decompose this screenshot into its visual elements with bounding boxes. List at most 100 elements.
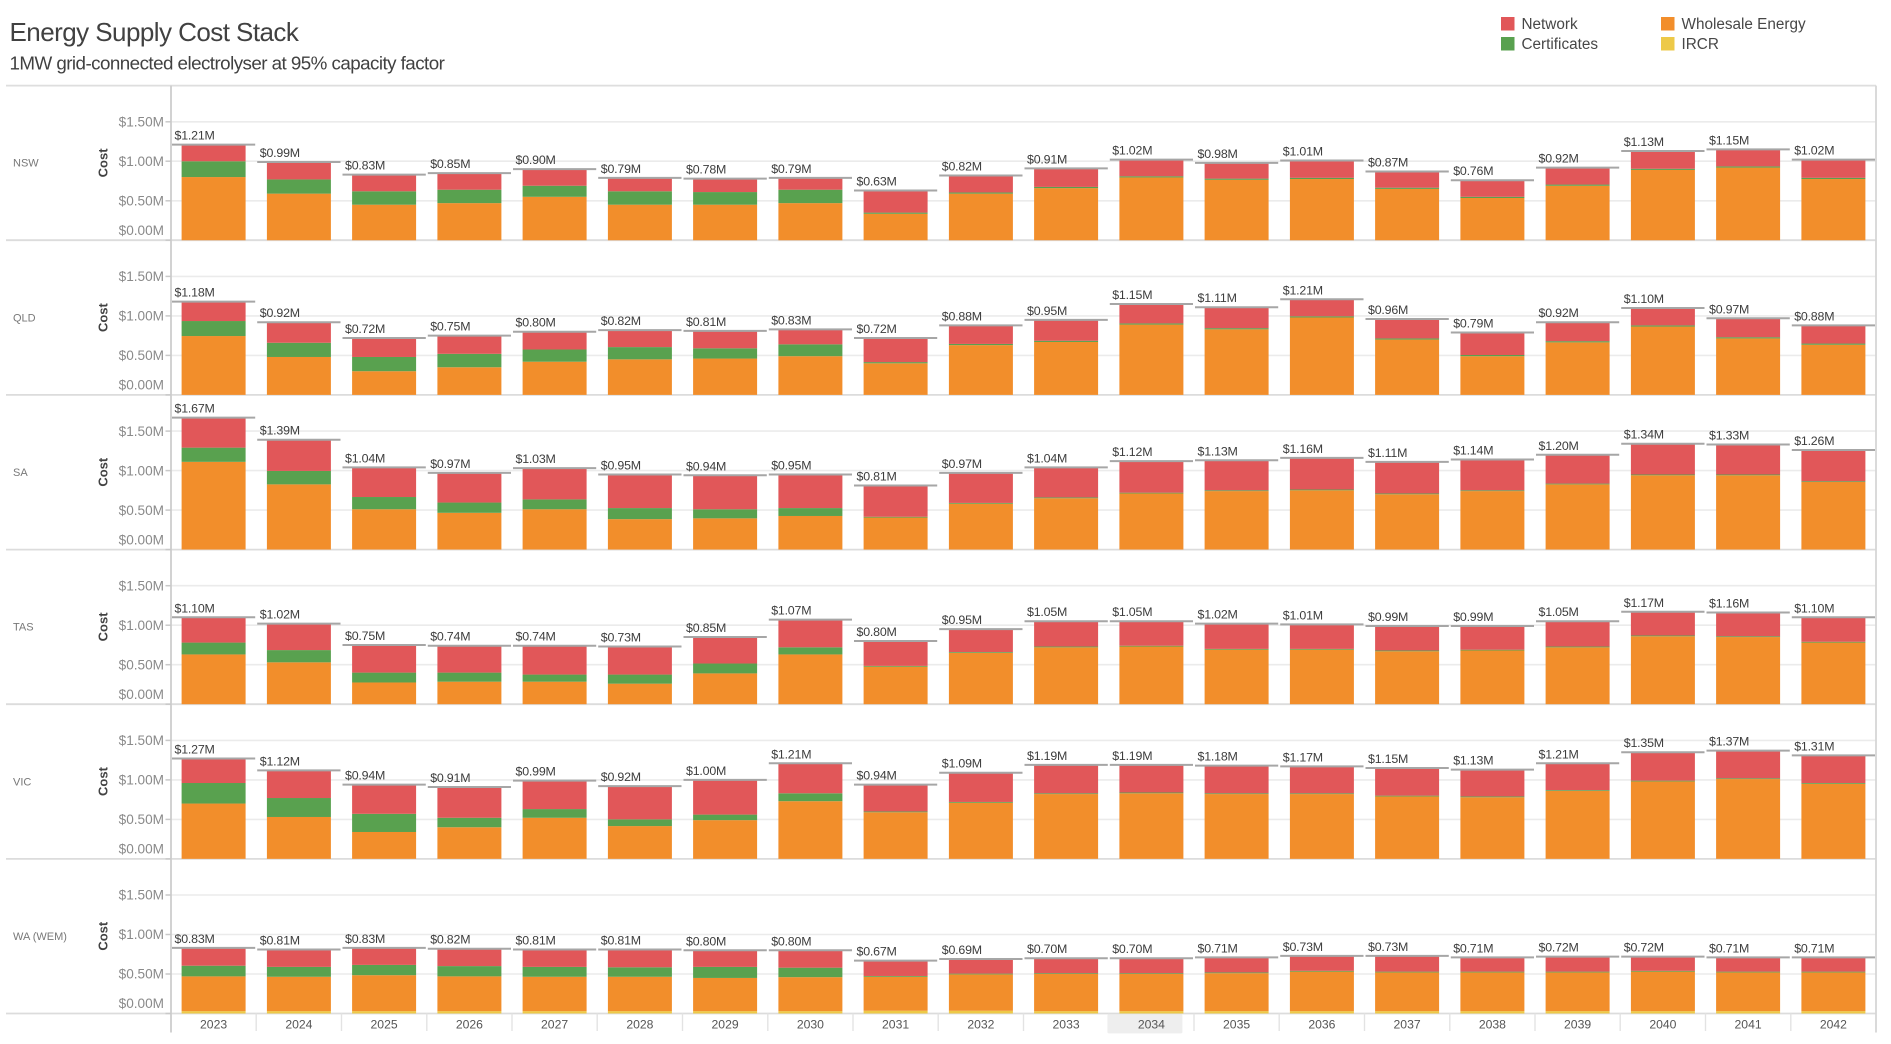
svg-text:$0.99M: $0.99M (260, 146, 300, 160)
svg-text:$1.17M: $1.17M (1624, 596, 1664, 610)
svg-text:$1.19M: $1.19M (1027, 749, 1067, 763)
svg-text:$0.97M: $0.97M (1709, 302, 1749, 316)
svg-text:$0.82M: $0.82M (430, 933, 470, 947)
svg-text:$0.90M: $0.90M (516, 153, 556, 167)
svg-text:$0.50M: $0.50M (119, 967, 164, 982)
svg-text:$0.72M: $0.72M (345, 322, 385, 336)
svg-text:$0.83M: $0.83M (771, 313, 811, 327)
svg-text:Cost: Cost (95, 148, 110, 178)
svg-text:$1.01M: $1.01M (1283, 145, 1323, 159)
svg-text:$1.16M: $1.16M (1709, 597, 1749, 611)
svg-text:$1.37M: $1.37M (1709, 735, 1749, 749)
svg-text:2038: 2038 (1479, 1017, 1506, 1031)
svg-text:$1.13M: $1.13M (1198, 444, 1238, 458)
svg-text:$0.88M: $0.88M (942, 309, 982, 323)
svg-text:$0.87M: $0.87M (1368, 156, 1408, 170)
svg-text:2029: 2029 (712, 1017, 739, 1031)
svg-text:$0.76M: $0.76M (1453, 164, 1493, 178)
svg-text:$0.79M: $0.79M (771, 162, 811, 176)
svg-text:$1.04M: $1.04M (345, 451, 385, 465)
svg-text:IRCR: IRCR (1682, 36, 1719, 53)
svg-text:$0.91M: $0.91M (430, 771, 470, 785)
svg-text:$0.83M: $0.83M (345, 159, 385, 173)
svg-text:Cost: Cost (95, 302, 110, 332)
svg-text:$1.50M: $1.50M (119, 578, 164, 593)
svg-text:$0.72M: $0.72M (1539, 941, 1579, 955)
svg-text:$1.07M: $1.07M (771, 604, 811, 618)
svg-text:$0.00M: $0.00M (119, 687, 164, 702)
svg-text:$0.71M: $0.71M (1198, 941, 1238, 955)
svg-text:$1.00M: $1.00M (119, 927, 164, 942)
svg-text:$0.94M: $0.94M (345, 769, 385, 783)
svg-text:$1.00M: $1.00M (119, 309, 164, 324)
svg-text:$1.11M: $1.11M (1368, 446, 1407, 460)
svg-text:2041: 2041 (1735, 1017, 1762, 1031)
svg-text:$0.00M: $0.00M (119, 842, 164, 857)
svg-text:$1.33M: $1.33M (1709, 429, 1749, 443)
svg-text:$0.92M: $0.92M (1539, 306, 1579, 320)
svg-text:$1.00M: $1.00M (686, 764, 726, 778)
svg-text:$0.96M: $0.96M (1368, 303, 1408, 317)
svg-text:$0.70M: $0.70M (1027, 942, 1067, 956)
svg-text:$0.81M: $0.81M (516, 934, 556, 948)
svg-text:WA (WEM): WA (WEM) (13, 931, 67, 943)
svg-text:$1.21M: $1.21M (175, 129, 215, 143)
svg-text:$1.05M: $1.05M (1539, 605, 1579, 619)
svg-text:$1.02M: $1.02M (1794, 144, 1834, 158)
svg-text:Cost: Cost (95, 612, 110, 642)
svg-text:$0.98M: $0.98M (1198, 147, 1238, 161)
svg-text:$1.50M: $1.50M (119, 733, 164, 748)
svg-text:Network: Network (1522, 16, 1578, 33)
svg-text:$1.50M: $1.50M (119, 269, 164, 284)
svg-text:$1.31M: $1.31M (1794, 739, 1834, 753)
svg-text:$1.15M: $1.15M (1112, 288, 1152, 302)
svg-text:2039: 2039 (1564, 1017, 1591, 1031)
svg-text:$1.11M: $1.11M (1198, 291, 1237, 305)
svg-text:$1.00M: $1.00M (119, 618, 164, 633)
svg-text:$1.50M: $1.50M (119, 424, 164, 439)
svg-text:$1.21M: $1.21M (771, 747, 811, 761)
svg-text:$1.18M: $1.18M (1198, 750, 1238, 764)
svg-text:$0.80M: $0.80M (516, 316, 556, 330)
svg-text:$0.71M: $0.71M (1709, 941, 1749, 955)
svg-text:$1.13M: $1.13M (1453, 754, 1493, 768)
svg-text:$0.88M: $0.88M (1794, 309, 1834, 323)
svg-text:$0.99M: $0.99M (1453, 610, 1493, 624)
svg-text:$1.50M: $1.50M (119, 115, 164, 130)
svg-text:$0.71M: $0.71M (1794, 941, 1834, 955)
svg-text:$1.50M: $1.50M (119, 888, 164, 903)
svg-text:2040: 2040 (1649, 1017, 1676, 1031)
svg-text:$0.95M: $0.95M (601, 459, 641, 473)
svg-text:$0.50M: $0.50M (119, 348, 164, 363)
svg-text:$0.72M: $0.72M (1624, 941, 1664, 955)
svg-text:2032: 2032 (967, 1017, 994, 1031)
svg-text:$1.00M: $1.00M (119, 463, 164, 478)
svg-text:$0.73M: $0.73M (1368, 940, 1408, 954)
svg-text:2027: 2027 (541, 1017, 568, 1031)
svg-text:$1.21M: $1.21M (1283, 283, 1323, 297)
svg-text:2023: 2023 (200, 1017, 227, 1031)
svg-text:$0.95M: $0.95M (942, 613, 982, 627)
svg-text:$0.81M: $0.81M (686, 315, 726, 329)
svg-text:2024: 2024 (285, 1017, 312, 1031)
svg-text:2034: 2034 (1138, 1017, 1165, 1031)
svg-text:Certificates: Certificates (1522, 36, 1599, 53)
svg-text:$0.71M: $0.71M (1453, 941, 1493, 955)
svg-text:Cost: Cost (95, 921, 110, 951)
svg-text:VIC: VIC (13, 776, 31, 788)
svg-text:$0.00M: $0.00M (119, 996, 164, 1011)
svg-text:$1.03M: $1.03M (516, 452, 556, 466)
svg-text:$0.80M: $0.80M (771, 934, 811, 948)
svg-text:$0.92M: $0.92M (601, 770, 641, 784)
svg-text:Energy Supply Cost Stack: Energy Supply Cost Stack (10, 17, 300, 47)
svg-text:NSW: NSW (13, 158, 39, 170)
svg-text:$0.67M: $0.67M (857, 945, 897, 959)
svg-text:$0.97M: $0.97M (942, 457, 982, 471)
svg-text:$0.75M: $0.75M (430, 320, 470, 334)
svg-text:$1.09M: $1.09M (942, 757, 982, 771)
svg-text:$1.15M: $1.15M (1368, 752, 1408, 766)
svg-text:$0.50M: $0.50M (119, 193, 164, 208)
svg-text:$1.05M: $1.05M (1112, 605, 1152, 619)
svg-text:$0.99M: $0.99M (1368, 610, 1408, 624)
svg-text:2026: 2026 (456, 1017, 483, 1031)
